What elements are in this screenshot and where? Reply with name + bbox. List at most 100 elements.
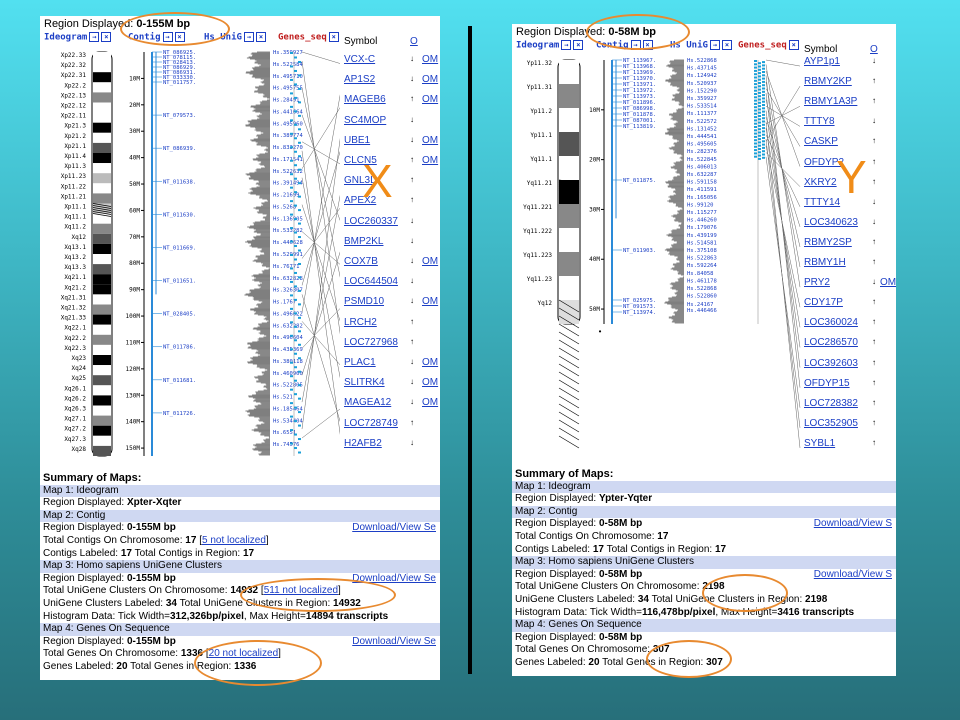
ideogram-band: [93, 233, 111, 244]
genes-header-label[interactable]: Genes_seq: [738, 40, 787, 51]
unigene-map-header[interactable]: Hs UniG → ×: [204, 32, 266, 43]
gene-symbol-link[interactable]: LOC340623: [804, 216, 858, 228]
gene-symbol-link[interactable]: OFDYP2: [804, 156, 845, 168]
move-arrow-icon[interactable]: →: [709, 40, 720, 50]
gene-symbol-link[interactable]: CLCN5: [344, 155, 377, 166]
omim-link[interactable]: OM: [422, 296, 439, 308]
gene-symbol-link[interactable]: MAGEA12: [344, 397, 392, 409]
omim-link[interactable]: OM: [422, 54, 439, 65]
ideogram-band: [93, 52, 111, 63]
close-icon[interactable]: ×: [788, 40, 799, 50]
gene-symbol-link[interactable]: LOC352905: [804, 417, 858, 429]
gene-symbol-link[interactable]: AYP1p1: [804, 56, 840, 67]
gene-symbol-link[interactable]: VCX-C: [344, 54, 376, 65]
unigene-header-label[interactable]: Hs UniG: [670, 40, 708, 51]
gene-symbol-link[interactable]: RBMY1H: [804, 257, 846, 268]
gene-symbol-link[interactable]: XKRY2: [804, 176, 837, 188]
ideogram-band-label: Xq27.1: [64, 416, 86, 423]
gene-row: UBE1 ↓ OM: [344, 134, 438, 153]
download-view-link[interactable]: Download/View S: [813, 568, 892, 580]
gene-symbol-link[interactable]: LOC727968: [344, 336, 398, 348]
omim-link[interactable]: OM: [422, 155, 439, 166]
centromere-hatch: [92, 213, 112, 217]
gene-symbol-link[interactable]: RBMY2SP: [804, 236, 852, 248]
label2: Total Contigs in Region:: [134, 547, 241, 559]
not-localized-link[interactable]: 5 not localized: [201, 534, 266, 546]
download-view-link[interactable]: Download/View Se: [352, 572, 436, 584]
gene-symbol-link[interactable]: LOC728749: [344, 417, 398, 429]
gene-symbol-link[interactable]: PSMD10: [344, 296, 385, 308]
arrow-down-icon: ↓: [410, 377, 414, 387]
gene-symbol-link[interactable]: PLAC1: [344, 357, 376, 368]
move-arrow-icon[interactable]: →: [561, 40, 572, 50]
gene-symbol-link[interactable]: LOC260337: [344, 215, 398, 227]
genes-seq-map-header[interactable]: Genes_seq ×: [278, 32, 339, 43]
omim-column-header[interactable]: O: [410, 36, 418, 47]
omim-link[interactable]: OM: [422, 357, 439, 368]
download-view-link[interactable]: Download/View Se: [352, 522, 436, 534]
genes-header-label[interactable]: Genes_seq: [278, 32, 327, 43]
move-arrow-icon[interactable]: →: [89, 32, 100, 42]
gene-symbol-link[interactable]: CDY17P: [804, 297, 843, 309]
ideogram-header-label[interactable]: Ideogram: [516, 40, 560, 51]
gene-symbol-link[interactable]: COX7B: [344, 256, 378, 267]
omim-link[interactable]: OM: [422, 74, 439, 86]
download-view-link[interactable]: Download/View S: [813, 518, 892, 530]
gene-symbol-link[interactable]: APEX2: [344, 195, 377, 207]
gene-symbol-link[interactable]: LOC360024: [804, 317, 858, 329]
gene-connector: [301, 150, 340, 435]
gene-symbol-link[interactable]: LOC392603: [804, 357, 858, 369]
omim-link[interactable]: OM: [880, 277, 896, 289]
unigene-map-header[interactable]: Hs UniG → ×: [670, 40, 732, 51]
ideogram-map-header[interactable]: Ideogram → ×: [516, 40, 584, 51]
gene-symbol-link[interactable]: TTTY14: [804, 196, 841, 208]
gene-symbol-link[interactable]: CASKP: [804, 136, 838, 148]
contig-label: NT_087001.: [623, 118, 656, 124]
gene-symbol-link[interactable]: H2AFB2: [344, 437, 382, 449]
omim-link[interactable]: OM: [422, 256, 439, 267]
unigene-label: Hs.124942: [687, 73, 717, 79]
download-view-link[interactable]: Download/View Se: [352, 635, 436, 647]
close-icon[interactable]: ×: [255, 32, 266, 42]
gene-symbol-link[interactable]: BMP2KL: [344, 235, 384, 247]
omim-link[interactable]: OM: [422, 94, 439, 106]
gene-symbol-link[interactable]: MAGEB6: [344, 94, 386, 106]
gene-symbol-link[interactable]: PRY2: [804, 277, 830, 289]
close-icon[interactable]: ×: [721, 40, 732, 50]
gene-connector: [301, 408, 340, 439]
move-arrow-icon[interactable]: →: [243, 32, 254, 42]
gene-symbol-link[interactable]: OFDYP15: [804, 377, 850, 389]
gene-symbol-link[interactable]: LOC728382: [804, 397, 858, 409]
gene-mark: [294, 366, 297, 369]
gene-symbol-link[interactable]: TTTY8: [804, 116, 835, 128]
gene-symbol-link[interactable]: RBMY2KP: [804, 76, 852, 88]
gene-symbol-link[interactable]: SLITRK4: [344, 377, 385, 389]
gene-symbol-link[interactable]: GNL3L: [344, 175, 376, 187]
gene-connector: [765, 64, 801, 288]
omim-link[interactable]: OM: [422, 134, 439, 146]
gene-symbol-link[interactable]: AP1S2: [344, 74, 376, 86]
centromere-hatch: [92, 207, 112, 211]
gene-mark: [754, 109, 757, 112]
ruler-tick-label: 20M: [589, 157, 600, 164]
gene-symbol-link[interactable]: LOC286570: [804, 337, 858, 349]
unigene-header-label[interactable]: Hs UniG: [204, 32, 242, 43]
value: 1336: [180, 648, 204, 660]
close-icon[interactable]: ×: [573, 40, 584, 50]
omim-link[interactable]: OM: [422, 377, 439, 389]
ideogram-map-header[interactable]: Ideogram → ×: [44, 32, 112, 43]
gene-symbol-link[interactable]: UBE1: [344, 134, 371, 146]
gene-symbol-link[interactable]: SC4MOP: [344, 114, 387, 126]
gene-symbol-link[interactable]: LRCH2: [344, 316, 377, 328]
gene-symbol-link[interactable]: RBMY1A3P: [804, 96, 858, 108]
label: Region Displayed:: [515, 518, 597, 530]
ideogram-band-label: Xq26.3: [64, 406, 86, 413]
ideogram-header-label[interactable]: Ideogram: [44, 32, 88, 43]
omim-link[interactable]: OM: [422, 397, 439, 409]
close-icon[interactable]: ×: [101, 32, 112, 42]
gene-symbol-link[interactable]: LOC644504: [344, 276, 398, 288]
gene-symbol-link[interactable]: SYBL1: [804, 437, 836, 449]
genes-seq-map-header[interactable]: Genes_seq ×: [738, 40, 799, 51]
omim-column-header[interactable]: O: [870, 44, 878, 55]
close-icon[interactable]: ×: [328, 32, 339, 42]
